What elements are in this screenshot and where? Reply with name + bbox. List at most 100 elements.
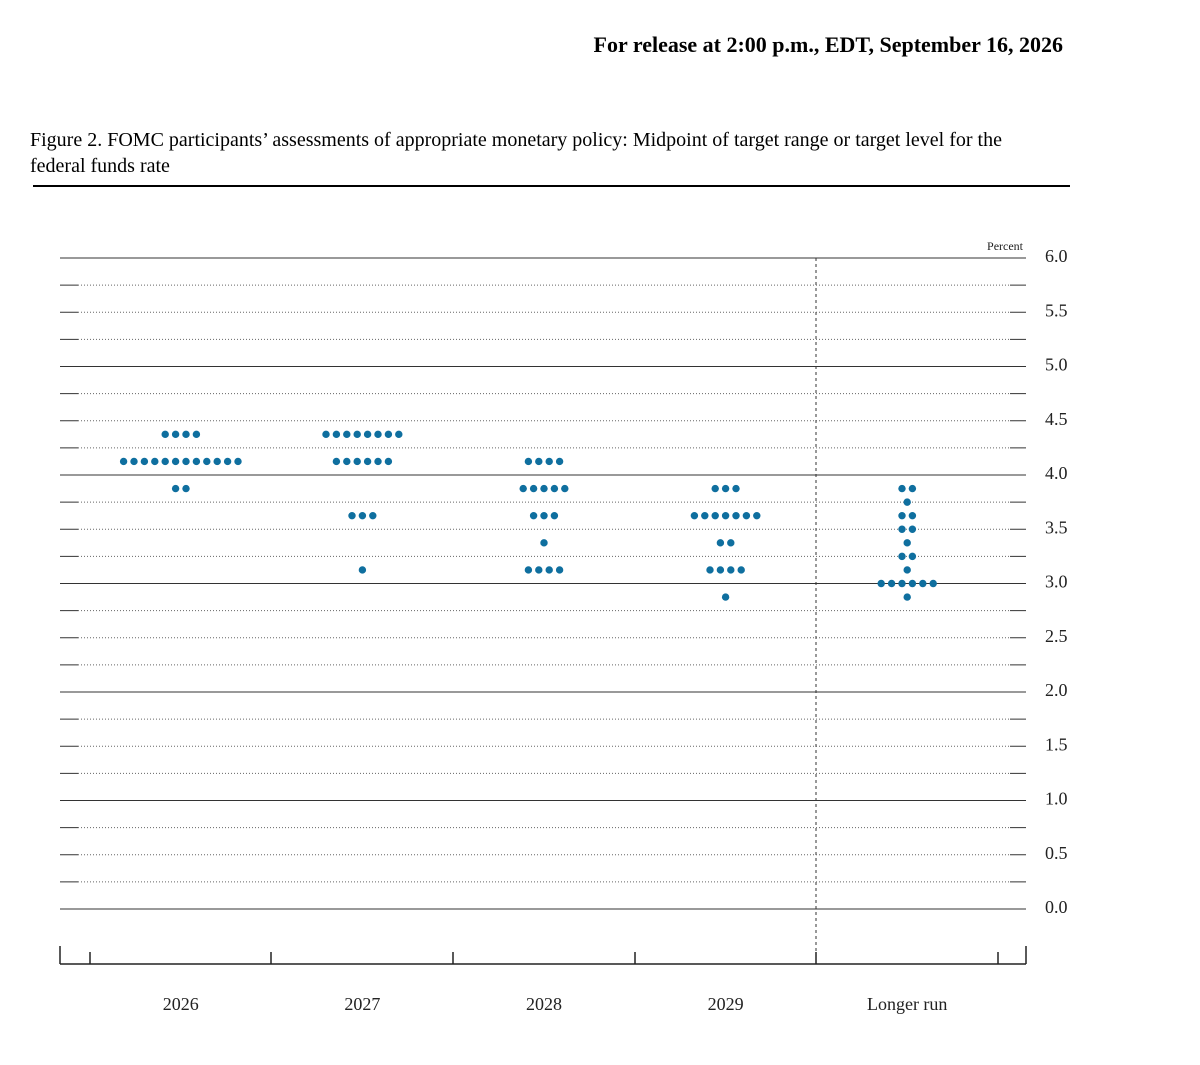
dot xyxy=(182,457,190,466)
dot xyxy=(701,511,709,520)
dot xyxy=(908,525,917,533)
dot xyxy=(753,511,761,520)
title-rule xyxy=(33,185,1070,187)
y-tick-label: 1.5 xyxy=(1045,734,1068,754)
dot xyxy=(203,457,211,466)
dot xyxy=(898,484,906,493)
dot xyxy=(545,566,553,574)
dot xyxy=(358,566,367,574)
dot xyxy=(898,511,906,520)
dot xyxy=(358,511,367,520)
dot xyxy=(898,525,906,533)
y-tick-label: 3.5 xyxy=(1045,517,1068,537)
dot xyxy=(908,511,917,520)
dot xyxy=(919,579,927,588)
dot xyxy=(519,484,527,493)
dot xyxy=(535,457,543,466)
dot xyxy=(369,511,377,520)
dot xyxy=(711,511,719,520)
dot xyxy=(213,457,221,466)
dot xyxy=(903,566,911,574)
dot xyxy=(732,484,740,493)
dot xyxy=(555,457,564,466)
dot xyxy=(545,457,553,466)
dot xyxy=(343,457,351,466)
x-tick-label: 2028 xyxy=(526,994,562,1014)
dot xyxy=(706,566,714,574)
dot xyxy=(171,484,180,493)
dot xyxy=(171,457,180,466)
dot xyxy=(550,511,559,520)
dot xyxy=(223,457,232,466)
dot xyxy=(535,566,543,574)
dot xyxy=(332,430,341,439)
dot xyxy=(130,457,138,466)
dot xyxy=(877,579,885,588)
dot xyxy=(727,566,735,574)
dot xyxy=(711,484,719,493)
dot xyxy=(721,511,730,520)
dot xyxy=(908,484,917,493)
dot xyxy=(742,511,751,520)
dot xyxy=(555,566,564,574)
dot xyxy=(182,484,190,493)
dot xyxy=(732,511,740,520)
dot xyxy=(161,457,169,466)
dot xyxy=(161,430,169,439)
dot xyxy=(374,430,382,439)
y-tick-label: 0.0 xyxy=(1045,897,1068,917)
dot xyxy=(908,552,917,561)
y-tick-label: 5.5 xyxy=(1045,300,1068,320)
dot xyxy=(348,511,356,520)
dot xyxy=(192,457,201,466)
dot xyxy=(524,457,533,466)
dot xyxy=(363,457,372,466)
y-tick-label: 5.0 xyxy=(1045,355,1068,375)
dot xyxy=(234,457,242,466)
dot xyxy=(727,539,735,547)
y-tick-label: 0.5 xyxy=(1045,843,1068,863)
y-unit: Percent xyxy=(987,239,1024,253)
dot xyxy=(192,430,201,439)
dot xyxy=(737,566,745,574)
dot xyxy=(550,484,559,493)
dot xyxy=(332,457,341,466)
release-header: For release at 2:00 p.m., EDT, September… xyxy=(593,32,1063,57)
x-tick-label: 2027 xyxy=(344,994,380,1014)
dot xyxy=(721,484,730,493)
dot xyxy=(540,511,548,520)
y-tick-label: 6.0 xyxy=(1045,246,1068,266)
y-tick-label: 2.0 xyxy=(1045,680,1068,700)
dot xyxy=(363,430,372,439)
x-tick-label: Longer run xyxy=(867,994,947,1014)
dot xyxy=(182,430,190,439)
dot xyxy=(151,457,159,466)
y-tick-label: 2.5 xyxy=(1045,626,1068,646)
dot xyxy=(721,593,730,601)
x-tick-label: 2029 xyxy=(708,994,744,1014)
dot xyxy=(384,430,393,439)
dot xyxy=(716,566,725,574)
dot xyxy=(887,579,896,588)
dot xyxy=(898,579,906,588)
dot xyxy=(561,484,569,493)
dot xyxy=(903,498,911,506)
dot xyxy=(529,484,538,493)
dot xyxy=(171,430,180,439)
dot xyxy=(353,457,361,466)
y-tick-label: 4.5 xyxy=(1045,409,1068,429)
dot xyxy=(716,539,725,547)
dot xyxy=(119,457,128,466)
dot xyxy=(524,566,533,574)
dot xyxy=(140,457,149,466)
dot xyxy=(384,457,393,466)
y-tick-label: 4.0 xyxy=(1045,463,1068,483)
y-tick-label: 1.0 xyxy=(1045,789,1068,809)
dot xyxy=(898,552,906,561)
dot xyxy=(353,430,361,439)
dot xyxy=(690,511,699,520)
dot xyxy=(540,539,548,547)
y-tick-label: 3.0 xyxy=(1045,572,1068,592)
